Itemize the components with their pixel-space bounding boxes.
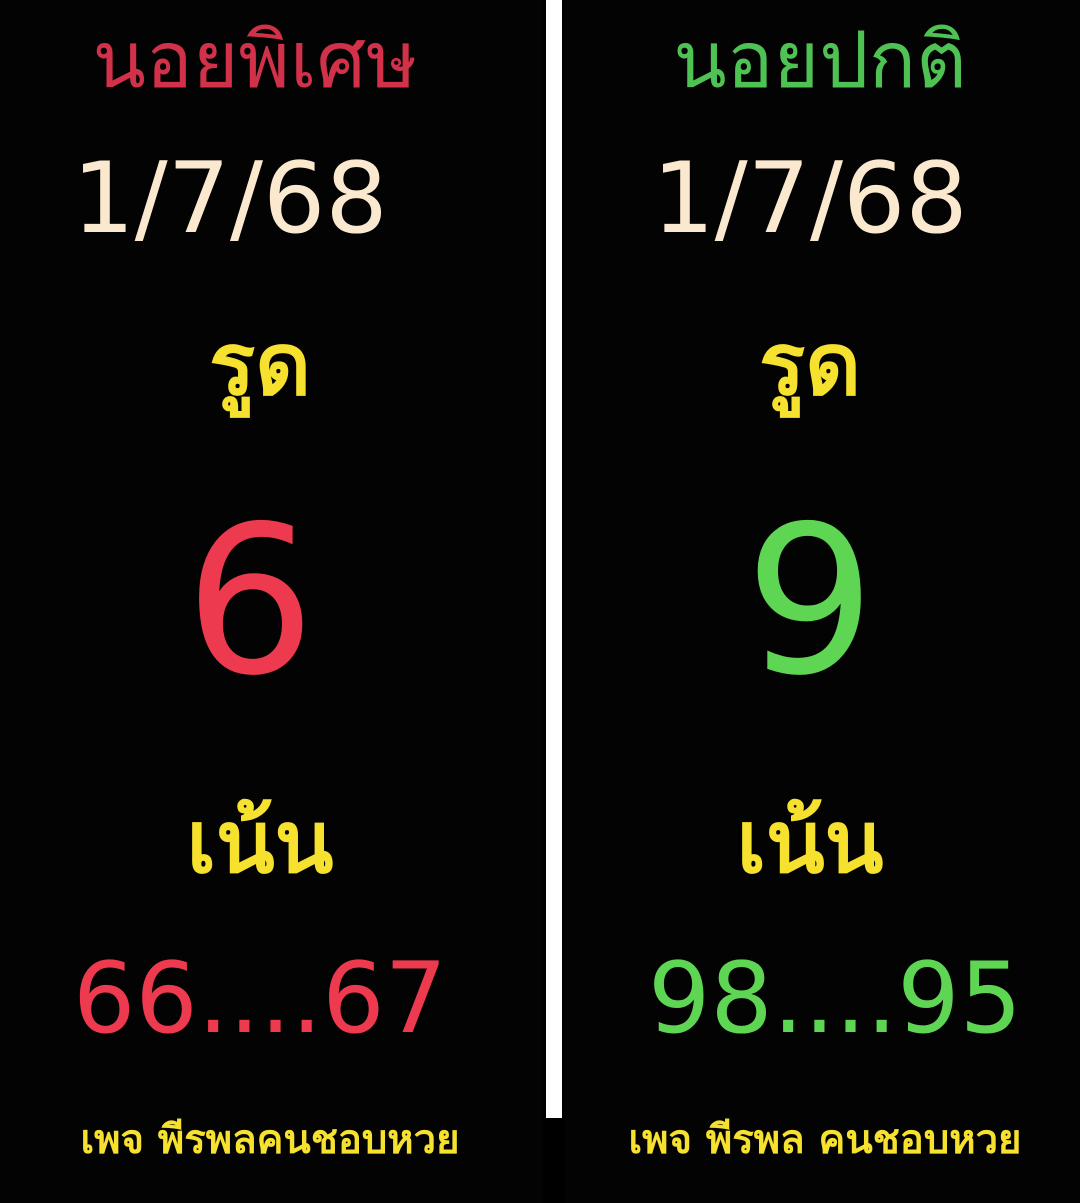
right-pairs: 98....95 [647, 942, 1022, 1056]
right-label-nen: เน้น [736, 793, 884, 893]
right-label-rud: รูด [758, 315, 862, 415]
right-date: 1/7/68 [652, 142, 968, 256]
left-label-rud: รูด [208, 315, 312, 415]
right-footer-credit: เพจ พีรพล คนชอบหวย [628, 1117, 1022, 1163]
left-pairs: 66....67 [72, 942, 447, 1056]
right-panel [565, 0, 1080, 1203]
left-label-nen: เน้น [186, 793, 334, 893]
left-footer-credit: เพจ พีรพลคนชอบหวย [80, 1117, 460, 1163]
left-panel [0, 0, 543, 1203]
left-date: 1/7/68 [72, 142, 388, 256]
right-main-number: 9 [744, 483, 876, 721]
right-title: นอยปกติ [673, 16, 967, 106]
center-divider [546, 0, 562, 1118]
left-main-number: 6 [184, 483, 316, 721]
left-title: นอยพิเศษ [92, 16, 418, 106]
